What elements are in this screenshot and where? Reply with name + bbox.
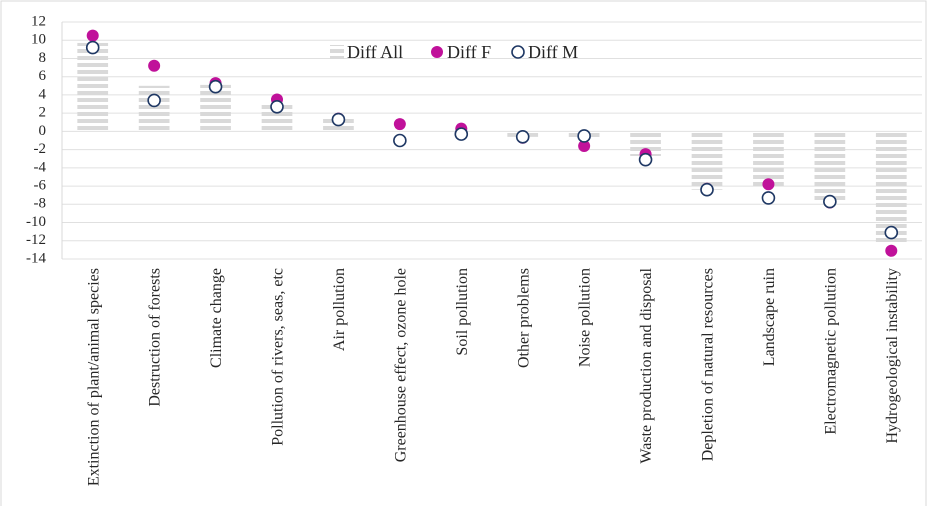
bar: [875, 131, 907, 244]
y-tick-label: 8: [39, 50, 47, 66]
legend-swatch: [431, 46, 443, 58]
bar: [691, 131, 723, 190]
dot-f: [393, 118, 406, 131]
y-tick-label: -4: [34, 159, 47, 175]
dot-f: [86, 29, 99, 42]
dot-f: [578, 139, 591, 152]
dot-m: [147, 93, 161, 108]
y-tick-label: 10: [31, 32, 46, 48]
x-tick-label: Extinction of plant/animal species: [85, 268, 102, 486]
x-tick-label: Climate change: [208, 268, 225, 368]
x-tick-label: Other problems: [515, 268, 532, 368]
y-tick-label: 4: [39, 86, 47, 102]
dot-f: [148, 59, 161, 72]
y-tick-label: 0: [39, 123, 47, 139]
x-tick-label: Destruction of forests: [147, 268, 164, 407]
dot-m: [700, 182, 714, 197]
x-tick-label: Air pollution: [331, 268, 348, 351]
dot-m: [393, 133, 407, 148]
y-tick-label: -2: [34, 141, 47, 157]
x-tick-label: Greenhouse effect, ozone hole: [392, 268, 409, 462]
dot-m: [515, 130, 530, 144]
x-tick-label: Landscape ruin: [761, 268, 778, 366]
dot-m: [208, 79, 223, 94]
y-tick-label: 12: [31, 13, 46, 29]
dot-m: [270, 99, 284, 114]
y-tick-label: 2: [39, 105, 47, 121]
y-tick-label: -12: [26, 232, 46, 248]
legend-swatch: [511, 45, 525, 59]
x-tick-label: Pollution of rivers, seas, etc: [270, 268, 287, 446]
dot-m: [454, 127, 469, 141]
legend-swatch: [330, 45, 344, 59]
dot-m: [331, 112, 346, 127]
x-tick-label: Noise pollution: [577, 268, 594, 367]
y-tick-label: -10: [26, 214, 46, 230]
legend-label: Diff F: [447, 42, 491, 62]
legend-label: Diff All: [347, 42, 403, 62]
dot-m: [761, 191, 776, 205]
bar: [77, 42, 109, 132]
dot-m: [85, 40, 100, 55]
x-tick-label: Hydrogeological instability: [884, 268, 901, 444]
y-tick-label: -6: [34, 178, 47, 194]
dot-m: [823, 194, 837, 209]
x-tick-label: Depletion of natural resources: [700, 268, 717, 461]
x-tick-label: Electromagnetic pollution: [822, 268, 839, 435]
bar: [814, 131, 846, 202]
x-tick-label: Soil pollution: [454, 268, 471, 356]
dot-f: [762, 178, 775, 191]
x-tick-label: Waste production and disposal: [638, 267, 655, 463]
dot-f: [885, 244, 898, 257]
bar: [384, 130, 416, 132]
dot-m: [884, 225, 899, 240]
bar: [138, 85, 170, 132]
legend-label: Diff M: [528, 42, 578, 62]
dot-m: [638, 152, 653, 167]
y-tick-label: 6: [39, 68, 47, 84]
y-tick-label: -8: [34, 196, 47, 212]
dot-m: [577, 129, 591, 143]
y-tick-label: -14: [26, 250, 46, 266]
